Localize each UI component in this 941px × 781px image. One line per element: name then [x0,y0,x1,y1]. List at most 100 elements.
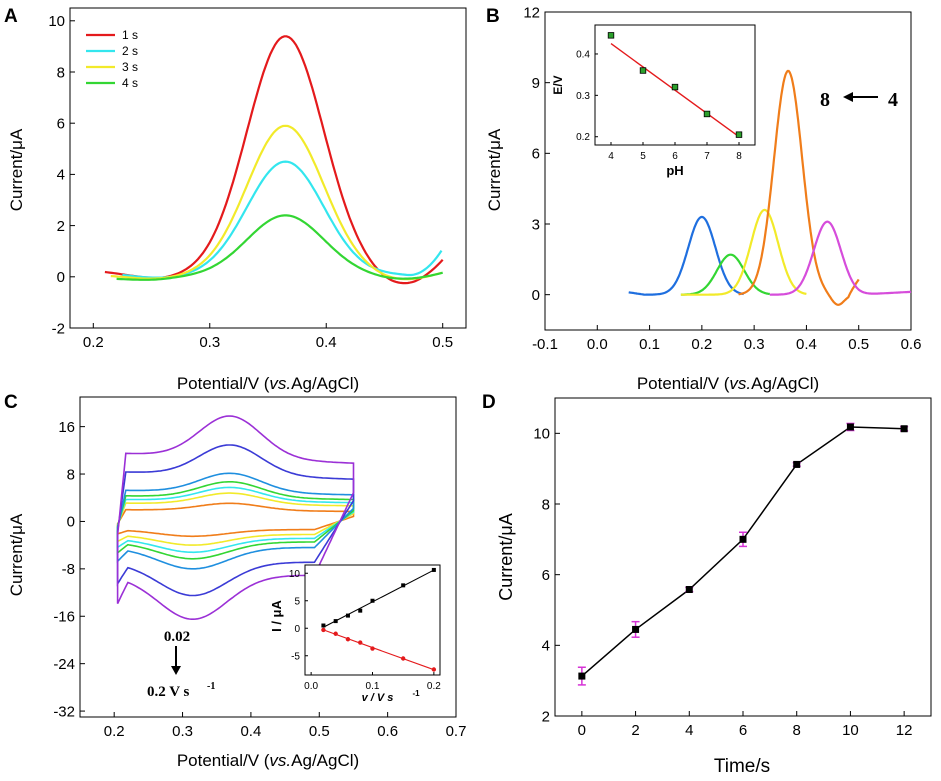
panel-d-ytick-label: 10 [533,426,550,443]
panel-b-ytick-label: 0 [532,287,540,304]
panel-a-series-line [116,214,443,281]
panel-a-plot: 0.2 0.3 0.4 0.5 -2 0 2 4 6 8 10 1 s 2 s 3 s 4 s [48,13,453,351]
panel-c-inset-ytick-label: -5 [291,651,300,662]
panel-c-inset-point [400,656,406,661]
panel-b-inset-xtick-label: 8 [736,151,742,162]
panel-b-ytick-label: 9 [532,75,540,92]
panel-c-cv-curve [116,415,355,620]
panel-a-xtick-label: 0.2 [83,334,104,351]
panel-a-series-line [104,35,444,285]
panel-c-ytick-label: -16 [53,609,75,626]
panel-d-xtick-label: 6 [739,722,747,739]
panel-d-xlabel: Time/s [714,756,770,777]
panel-c-inset-point [333,631,338,636]
panel-b-series-line [680,208,807,296]
panel-b-series-line [769,220,912,296]
panel-b-annotation-to: 8 [820,89,830,111]
panel-d-xtick-label: 0 [578,722,586,739]
panel-b-xtick-label: 0.5 [848,336,869,353]
panel-c-inset-xlabel: v / V s [362,692,394,704]
panel-c-arrow-bottom-label: 0.2 V s [147,684,190,700]
panel-c: C 0.2 0.3 0.4 0.5 0.6 0.7-32-24-16-808160.020… [4,392,466,770]
panel-b: B -0.1 0.0 0.1 0.2 0.3 0.4 0.5 0.6 0 3 6 9 12 8 4 4 5 6 7 8… [485,4,921,393]
panel-c-ytick-label: -24 [53,656,75,673]
panel-b-annotation-arrow-head [843,92,853,102]
panel-b-inset-point [735,131,743,138]
panel-c-inset-point [358,608,363,613]
panel-c-inset-point [431,667,437,672]
panel-c-cv-curve [116,481,355,560]
panel-a-label: A [4,6,18,27]
panel-b-plot: -0.1 0.0 0.1 0.2 0.3 0.4 0.5 0.6 0 3 6 9 12 8 4 4 5 6 7 8 0.… [523,4,921,353]
panel-d-xtick-label: 4 [685,722,693,739]
panel-a: A 0.2 0.3 0.4 0.5 -2 0 2 4 6 8 10 1 s 2 s 3 s 4 s Curr… [4,6,467,393]
panel-c-ylabel: Current/μA [7,513,26,596]
panel-c-inset-fit-line [323,569,435,628]
panel-c-arrow-bottom-sup: -1 [207,681,215,692]
panel-a-ylabel: Current/μA [7,128,26,211]
panel-b-ytick-label: 12 [523,4,540,21]
panel-c-xtick-label: 0.2 [104,723,125,740]
panel-b-xtick-label: -0.1 [532,336,558,353]
panel-a-frame [69,7,467,329]
panel-b-xtick-label: 0.6 [901,336,922,353]
panel-a-series-line [110,124,442,281]
panel-c-xtick-label: 0.4 [240,723,261,740]
panel-b-xtick-label: 0.1 [639,336,660,353]
panel-d-series-line [581,426,905,677]
panel-c-inset-fit-line [323,629,435,671]
panel-d-ytick-label: 4 [542,638,550,655]
panel-b-inset-point [703,110,711,118]
panel-c-inset-point [431,567,436,572]
panel-c-inset-point [358,640,363,645]
panel-b-frame [544,11,912,331]
panel-c-label: C [4,392,18,413]
panel-b-inset-point [671,83,679,91]
panel-a-ytick-label: 6 [57,115,65,132]
panel-c-inset-point [321,623,326,628]
panel-c-ytick-label: -8 [62,561,75,578]
panel-d-point [578,672,586,680]
panel-c-inset-point [370,646,375,651]
panel-c-xlabel: Potential/V (vs.Ag/AgCl) [177,751,359,770]
panel-b-inset-point [607,32,615,39]
panel-b-ytick-label: 6 [532,146,540,163]
panel-a-legend-label: 3 s [122,60,138,74]
panel-a-xtick-label: 0.3 [199,334,220,351]
panel-c-cv-curve [116,502,355,538]
panel-b-label: B [486,6,500,27]
panel-c-cv-curve [116,444,355,597]
panel-d-plot: 0 2 4 6 8 10 12 2 4 6 8 10 [533,422,912,739]
panel-a-legend-label: 4 s [122,76,138,90]
panel-a-legend-label: 2 s [122,44,138,58]
panel-c-arrow-top-label: 0.02 [164,629,190,645]
panel-c-cv-curve [116,472,355,570]
panel-c-inset-xtick-label: 0.1 [366,681,380,692]
panel-c-inset-xlabel-sup: -1 [413,689,421,698]
panel-d-point [846,423,854,431]
panel-d-ylabel: Current/μA [496,513,516,600]
panel-a-ytick-label: 0 [57,269,65,286]
panel-b-inset-ylabel: E/V [551,75,565,94]
panel-c-ytick-label: 16 [58,419,75,436]
panel-b-xtick-label: 0.0 [587,336,608,353]
panel-a-ytick-label: 2 [57,218,65,235]
panel-b-xtick-label: 0.2 [691,336,712,353]
panel-c-xtick-label: 0.7 [446,723,467,740]
panel-c-xtick-label: 0.3 [172,723,193,740]
panel-d-point [793,460,801,468]
panel-d-xtick-label: 10 [842,722,859,739]
panel-a-xtick-label: 0.4 [316,334,337,351]
panel-a-ytick-label: 10 [48,13,65,30]
panel-b-series-line [680,253,770,296]
panel-b-xtick-label: 0.4 [796,336,817,353]
panel-c-inset-point [401,583,406,588]
panel-c-xtick-label: 0.6 [377,723,398,740]
panel-c-ytick-label: 0 [67,514,75,531]
panel-b-inset-ytick-label: 0.2 [576,132,590,143]
panel-b-series-line [738,69,860,306]
panel-d-xtick-label: 8 [793,722,801,739]
panel-b-xlabel: Potential/V (vs.Ag/AgCl) [637,374,819,393]
panel-b-series-line [628,215,744,296]
